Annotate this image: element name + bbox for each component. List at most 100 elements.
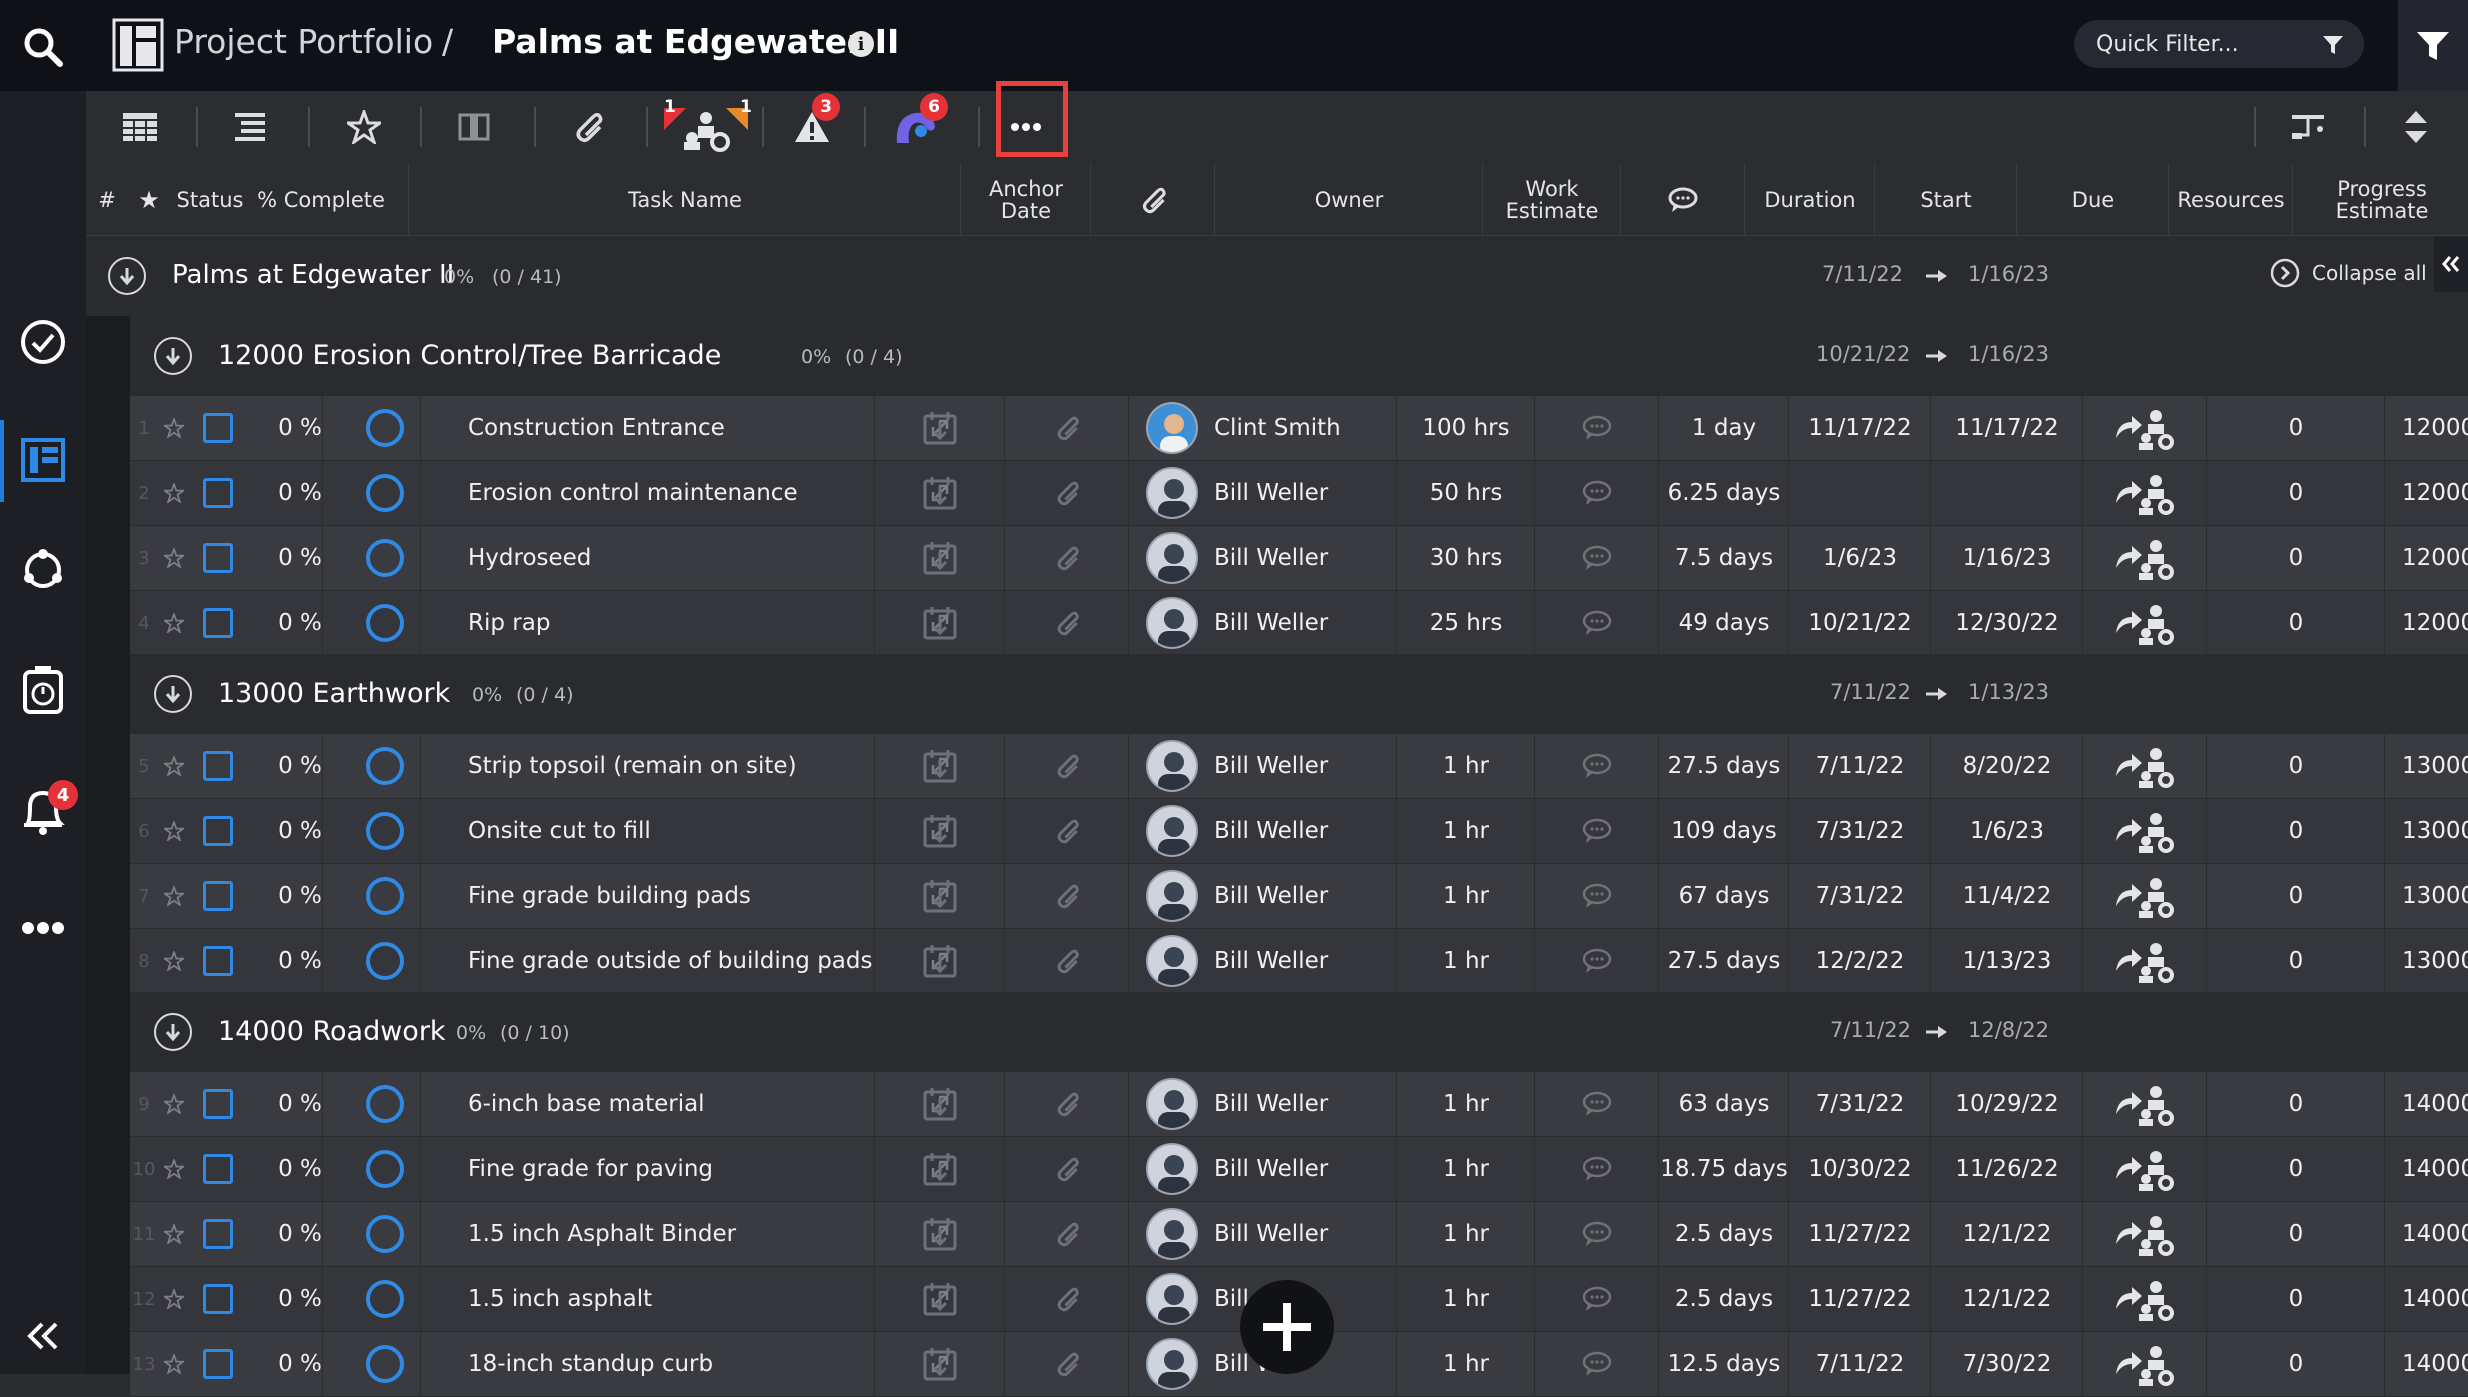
task-anchor-date[interactable] bbox=[876, 461, 1004, 525]
collapse-panel-button[interactable] bbox=[2434, 236, 2468, 292]
task-name[interactable]: Construction Entrance bbox=[468, 415, 725, 441]
task-cost-code[interactable]: 14000 bbox=[2402, 1286, 2468, 1312]
task-resources[interactable] bbox=[2084, 1202, 2206, 1266]
task-anchor-date[interactable] bbox=[876, 734, 1004, 798]
task-percent-complete[interactable]: 0 % bbox=[278, 883, 322, 909]
task-status-checkbox[interactable] bbox=[192, 1202, 244, 1266]
task-work-estimate[interactable]: 1 hr bbox=[1443, 1091, 1489, 1117]
task-resources[interactable] bbox=[2084, 1072, 2206, 1136]
col-header-status[interactable]: Status bbox=[176, 187, 244, 212]
task-favorite-toggle[interactable] bbox=[158, 1332, 190, 1396]
task-favorite-toggle[interactable] bbox=[158, 591, 190, 655]
task-percent-complete[interactable]: 0 % bbox=[278, 1156, 322, 1182]
task-owner[interactable]: Bill Weller bbox=[1146, 799, 1396, 863]
task-favorite-toggle[interactable] bbox=[158, 1202, 190, 1266]
task-name[interactable]: Rip rap bbox=[468, 610, 551, 636]
col-header-start[interactable]: Start bbox=[1920, 187, 1972, 212]
task-work-estimate[interactable]: 30 hrs bbox=[1429, 545, 1503, 571]
task-start-date[interactable]: 7/31/22 bbox=[1815, 1091, 1905, 1117]
task-percent-complete[interactable]: 0 % bbox=[278, 818, 322, 844]
task-percent-complete[interactable]: 0 % bbox=[278, 948, 322, 974]
task-comments[interactable] bbox=[1536, 1137, 1658, 1201]
warnings-button[interactable]: 3 bbox=[784, 91, 840, 163]
task-owner[interactable]: Bill Weller bbox=[1146, 929, 1396, 993]
task-favorite-toggle[interactable] bbox=[158, 864, 190, 928]
task-owner[interactable]: Bill bbox=[1146, 1267, 1396, 1331]
task-progress-estimate[interactable]: 0 bbox=[2288, 1351, 2304, 1377]
task-row[interactable]: 8 0 % Fine grade outside of building pads B… bbox=[130, 929, 2468, 994]
task-row[interactable]: 7 0 % Fine grade building pads Bill Weller 1… bbox=[130, 864, 2468, 929]
task-work-estimate[interactable]: 1 hr bbox=[1443, 1221, 1489, 1247]
task-comments[interactable] bbox=[1536, 734, 1658, 798]
col-header-progress-estimate[interactable]: Progress Estimate bbox=[2294, 163, 2468, 236]
task-duration[interactable]: 63 days bbox=[1678, 1091, 1770, 1117]
col-header-anchor-date[interactable]: Anchor Date bbox=[962, 163, 1090, 236]
task-comments[interactable] bbox=[1536, 864, 1658, 928]
insights-button[interactable]: 6 bbox=[886, 91, 948, 163]
task-cost-code[interactable]: 13000 bbox=[2402, 883, 2468, 909]
task-cost-code[interactable]: 12000 bbox=[2402, 480, 2468, 506]
task-row[interactable]: 2 0 % Erosion control maintenance Bill Well… bbox=[130, 461, 2468, 526]
task-progress-estimate[interactable]: 0 bbox=[2288, 753, 2304, 779]
task-row[interactable]: 3 0 % Hydroseed Bill Weller 30 hrs 7.5 days 1/… bbox=[130, 526, 2468, 591]
task-cost-code[interactable]: 13000 bbox=[2402, 753, 2468, 779]
task-work-estimate[interactable]: 25 hrs bbox=[1429, 610, 1503, 636]
task-resources[interactable] bbox=[2084, 396, 2206, 460]
task-resources[interactable] bbox=[2084, 591, 2206, 655]
add-task-button[interactable] bbox=[1240, 1280, 1334, 1374]
task-progress-estimate[interactable]: 0 bbox=[2288, 1156, 2304, 1182]
task-favorite-toggle[interactable] bbox=[158, 461, 190, 525]
task-work-estimate[interactable]: 1 hr bbox=[1443, 1351, 1489, 1377]
task-status-checkbox[interactable] bbox=[192, 734, 244, 798]
task-start-date[interactable]: 7/11/22 bbox=[1815, 753, 1905, 779]
task-progress-estimate[interactable]: 0 bbox=[2288, 1286, 2304, 1312]
task-attachments[interactable] bbox=[1006, 1202, 1128, 1266]
task-cost-code[interactable]: 12000 bbox=[2402, 610, 2468, 636]
dependencies-button[interactable] bbox=[2278, 91, 2338, 163]
task-work-estimate[interactable]: 1 hr bbox=[1443, 753, 1489, 779]
task-name[interactable]: Erosion control maintenance bbox=[468, 480, 798, 506]
task-work-estimate[interactable]: 1 hr bbox=[1443, 1286, 1489, 1312]
task-due-date[interactable]: 12/30/22 bbox=[1955, 610, 2059, 636]
task-status-checkbox[interactable] bbox=[192, 929, 244, 993]
cycle-button[interactable] bbox=[0, 530, 86, 610]
task-progress-estimate[interactable]: 0 bbox=[2288, 545, 2304, 571]
task-progress-estimate[interactable]: 0 bbox=[2288, 818, 2304, 844]
task-due-date[interactable]: 10/29/22 bbox=[1955, 1091, 2059, 1117]
task-start-date[interactable]: 7/31/22 bbox=[1815, 818, 1905, 844]
task-duration[interactable]: 67 days bbox=[1678, 883, 1770, 909]
task-anchor-date[interactable] bbox=[876, 929, 1004, 993]
task-attachments[interactable] bbox=[1006, 396, 1128, 460]
task-favorite-toggle[interactable] bbox=[158, 799, 190, 863]
task-resources[interactable] bbox=[2084, 799, 2206, 863]
task-due-date[interactable]: 1/13/23 bbox=[1962, 948, 2052, 974]
task-row[interactable]: 9 0 % 6-inch base material Bill Weller 1 hr 6… bbox=[130, 1072, 2468, 1137]
sort-button[interactable] bbox=[2386, 91, 2446, 163]
task-resources[interactable] bbox=[2084, 461, 2206, 525]
portfolio-button[interactable] bbox=[0, 420, 86, 500]
task-start-date[interactable]: 1/6/23 bbox=[1822, 545, 1898, 571]
task-start-date[interactable]: 11/17/22 bbox=[1808, 415, 1912, 441]
task-favorite-toggle[interactable] bbox=[158, 1267, 190, 1331]
task-anchor-date[interactable] bbox=[876, 1137, 1004, 1201]
timer-button[interactable] bbox=[0, 650, 86, 730]
col-header-star[interactable]: ★ bbox=[138, 185, 160, 214]
task-name[interactable]: Fine grade building pads bbox=[468, 883, 751, 909]
task-comments[interactable] bbox=[1536, 929, 1658, 993]
task-name[interactable]: 6-inch base material bbox=[468, 1091, 705, 1117]
task-anchor-date[interactable] bbox=[876, 799, 1004, 863]
task-status-checkbox[interactable] bbox=[192, 1267, 244, 1331]
task-duration[interactable]: 2.5 days bbox=[1674, 1286, 1774, 1312]
task-due-date[interactable]: 12/1/22 bbox=[1962, 1221, 2052, 1247]
task-row[interactable]: 10 0 % Fine grade for paving Bill Weller 1 h… bbox=[130, 1137, 2468, 1202]
task-attachments[interactable] bbox=[1006, 864, 1128, 928]
task-due-date[interactable]: 1/16/23 bbox=[1962, 545, 2052, 571]
task-anchor-date[interactable] bbox=[876, 396, 1004, 460]
task-cost-code[interactable]: 14000 bbox=[2402, 1351, 2468, 1377]
task-attachments[interactable] bbox=[1006, 1267, 1128, 1331]
task-percent-complete[interactable]: 0 % bbox=[278, 545, 322, 571]
task-status-checkbox[interactable] bbox=[192, 1072, 244, 1136]
task-resources[interactable] bbox=[2084, 1332, 2206, 1396]
col-header-work-estimate[interactable]: Work Estimate bbox=[1484, 163, 1620, 236]
task-duration[interactable]: 2.5 days bbox=[1674, 1221, 1774, 1247]
